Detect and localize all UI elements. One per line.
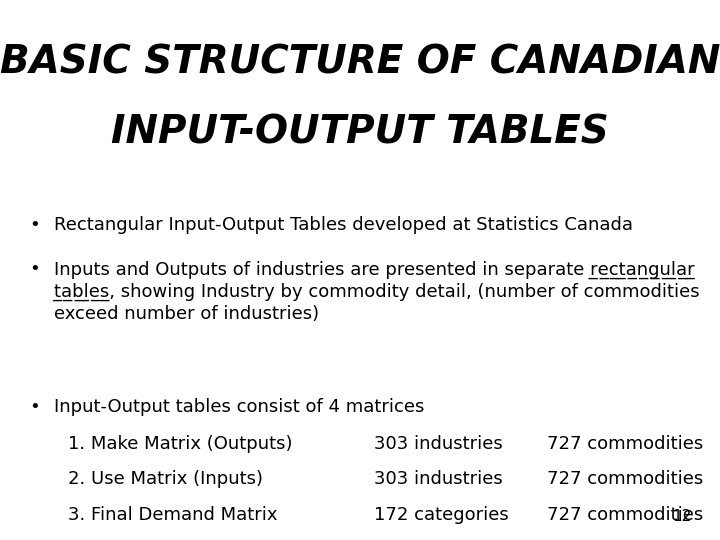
Text: BASIC STRUCTURE OF CANADIAN: BASIC STRUCTURE OF CANADIAN	[0, 43, 720, 81]
Text: •: •	[29, 260, 40, 278]
Text: 303 industries: 303 industries	[374, 435, 503, 453]
Text: 303 industries: 303 industries	[374, 470, 503, 488]
Text: Inputs and Outputs of industries are presented in separate r̲e̲c̲t̲a̲n̲g̲u̲l̲a̲r: Inputs and Outputs of industries are pre…	[54, 260, 700, 323]
Text: 727 commodities: 727 commodities	[547, 506, 703, 524]
Text: 3. Final Demand Matrix: 3. Final Demand Matrix	[68, 506, 278, 524]
Text: •: •	[29, 216, 40, 234]
Text: Input-Output tables consist of 4 matrices: Input-Output tables consist of 4 matrice…	[54, 398, 424, 416]
Text: INPUT-OUTPUT TABLES: INPUT-OUTPUT TABLES	[111, 113, 609, 151]
Text: 1. Make Matrix (Outputs): 1. Make Matrix (Outputs)	[68, 435, 293, 453]
Text: •: •	[29, 398, 40, 416]
Text: 727 commodities: 727 commodities	[547, 435, 703, 453]
Text: 727 commodities: 727 commodities	[547, 470, 703, 488]
Text: 172 categories: 172 categories	[374, 506, 509, 524]
Text: 2. Use Matrix (Inputs): 2. Use Matrix (Inputs)	[68, 470, 264, 488]
Text: 12: 12	[672, 509, 691, 524]
Text: Rectangular Input-Output Tables developed at Statistics Canada: Rectangular Input-Output Tables develope…	[54, 216, 633, 234]
